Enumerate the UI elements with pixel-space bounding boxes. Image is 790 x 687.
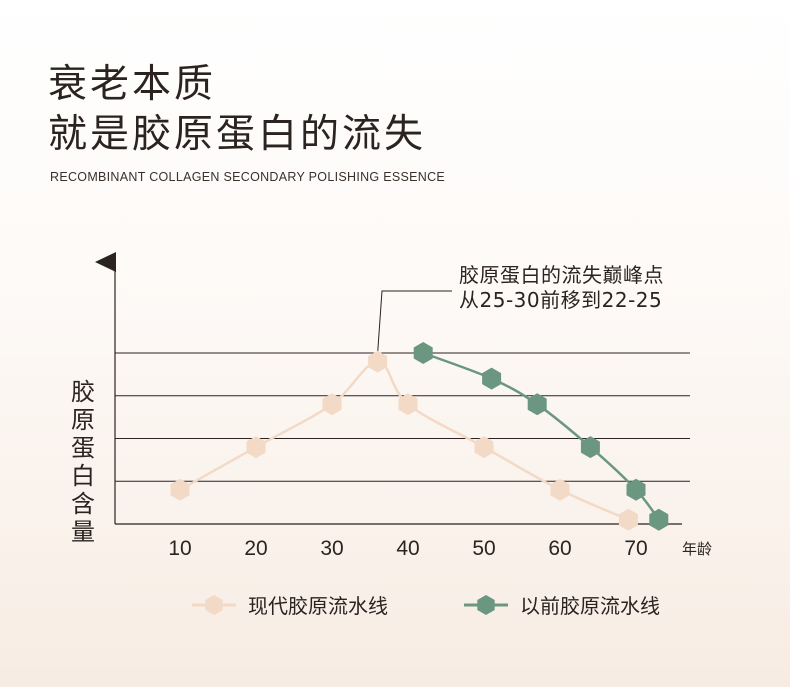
annotation-line-1: 胶原蛋白的流失巅峰点 [459,263,664,287]
subtitle: RECOMBINANT COLLAGEN SECONDARY POLISHING… [50,170,446,184]
x-tick-label: 20 [244,537,267,560]
data-point-previous [649,508,669,531]
annotation-leader-line [377,290,452,354]
legend-marker-previous [464,594,508,615]
x-tick-label: 40 [396,537,419,560]
x-tick-label: 10 [168,537,191,560]
y-axis-label: 胶原蛋白含量 [71,378,95,546]
legend-marker-modern [192,594,236,615]
x-tick-label: 60 [548,537,571,560]
page-title-line-1: 衰老本质 [48,62,217,107]
data-point-modern [322,393,342,416]
legend-label-modern: 现代胶原流水线 [248,594,388,618]
data-point-modern [398,393,418,416]
x-axis-label: 年龄 [682,540,712,558]
x-tick-label: 30 [320,537,343,560]
page-title-line-2: 就是胶原蛋白的流失 [48,112,427,157]
series-line-previous [422,351,660,521]
peak-annotation: 胶原蛋白的流失巅峰点 从25-30前移到22-25 [459,263,664,313]
data-point-previous [527,393,547,416]
data-point-previous [580,436,600,459]
legend-item-modern: 现代胶原流水线 [190,590,388,619]
data-point-modern [474,436,494,459]
y-axis-arrow-icon [95,252,116,272]
legend-item-previous: 以前胶原流水线 [462,590,660,619]
data-point-previous [413,342,433,364]
annotation-line-2: 从25-30前移到22-25 [459,288,663,312]
x-tick-label: 70 [624,537,647,560]
data-point-modern [618,508,638,531]
data-point-modern [368,350,388,373]
data-point-modern [550,478,570,501]
data-point-modern [170,478,190,501]
x-tick-label: 50 [472,537,495,560]
legend-label-previous: 以前胶原流水线 [520,594,660,618]
data-point-previous [626,478,646,501]
data-point-previous [482,367,502,390]
data-point-modern [246,436,266,459]
